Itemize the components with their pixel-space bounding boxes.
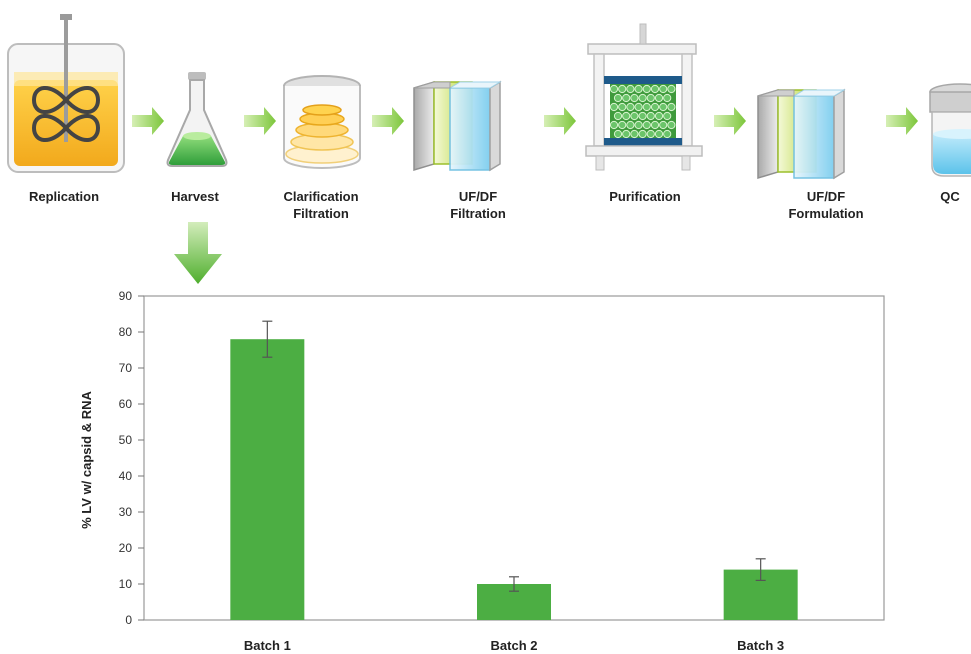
- flow-arrow-icon: [886, 107, 918, 135]
- chromatography-column-icon: [585, 23, 703, 171]
- y-tick-label: 60: [119, 397, 133, 411]
- flow-arrow-icon: [714, 107, 746, 135]
- tff-cassette-icon: [757, 88, 846, 180]
- step-label-clarification: Clarification Filtration: [283, 189, 359, 221]
- y-tick-label: 0: [125, 613, 132, 627]
- depth-filter-icon: [283, 75, 361, 169]
- flow-arrow-icon: [544, 107, 576, 135]
- y-tick-label: 40: [119, 469, 133, 483]
- flow-arrow-icon: [132, 107, 164, 135]
- y-tick-label: 20: [119, 541, 133, 555]
- harvest-down-arrow-icon: [174, 222, 222, 284]
- y-tick-label: 80: [119, 325, 133, 339]
- flow-arrow-icon: [244, 107, 276, 135]
- step-label-replication: Replication: [28, 189, 100, 204]
- y-tick-label: 30: [119, 505, 133, 519]
- vial-icon: [929, 83, 971, 177]
- process-flow: [7, 14, 971, 180]
- y-tick-label: 10: [119, 577, 133, 591]
- x-tick-label: Batch 1: [244, 638, 291, 653]
- bioreactor-icon: [7, 14, 125, 173]
- step-label-harvest: Harvest: [171, 189, 219, 204]
- tff-cassette-icon: [413, 80, 502, 172]
- step-label-ufdf-filtration: UF/DF Filtration: [450, 189, 506, 221]
- x-tick-label: Batch 2: [491, 638, 538, 653]
- bar: [230, 339, 305, 620]
- y-axis-label: % LV w/ capsid & RNA: [79, 391, 94, 529]
- step-label-ufdf-formulation: UF/DF Formulation: [788, 189, 864, 221]
- flow-arrow-icon: [372, 107, 404, 135]
- y-tick-label: 50: [119, 433, 133, 447]
- x-tick-label: Batch 3: [737, 638, 784, 653]
- step-label-qc: QC: [940, 189, 960, 204]
- step-label-purification: Purification: [609, 189, 681, 204]
- y-tick-label: 70: [119, 361, 133, 375]
- y-tick-label: 90: [119, 289, 133, 303]
- flask-icon: [166, 72, 228, 167]
